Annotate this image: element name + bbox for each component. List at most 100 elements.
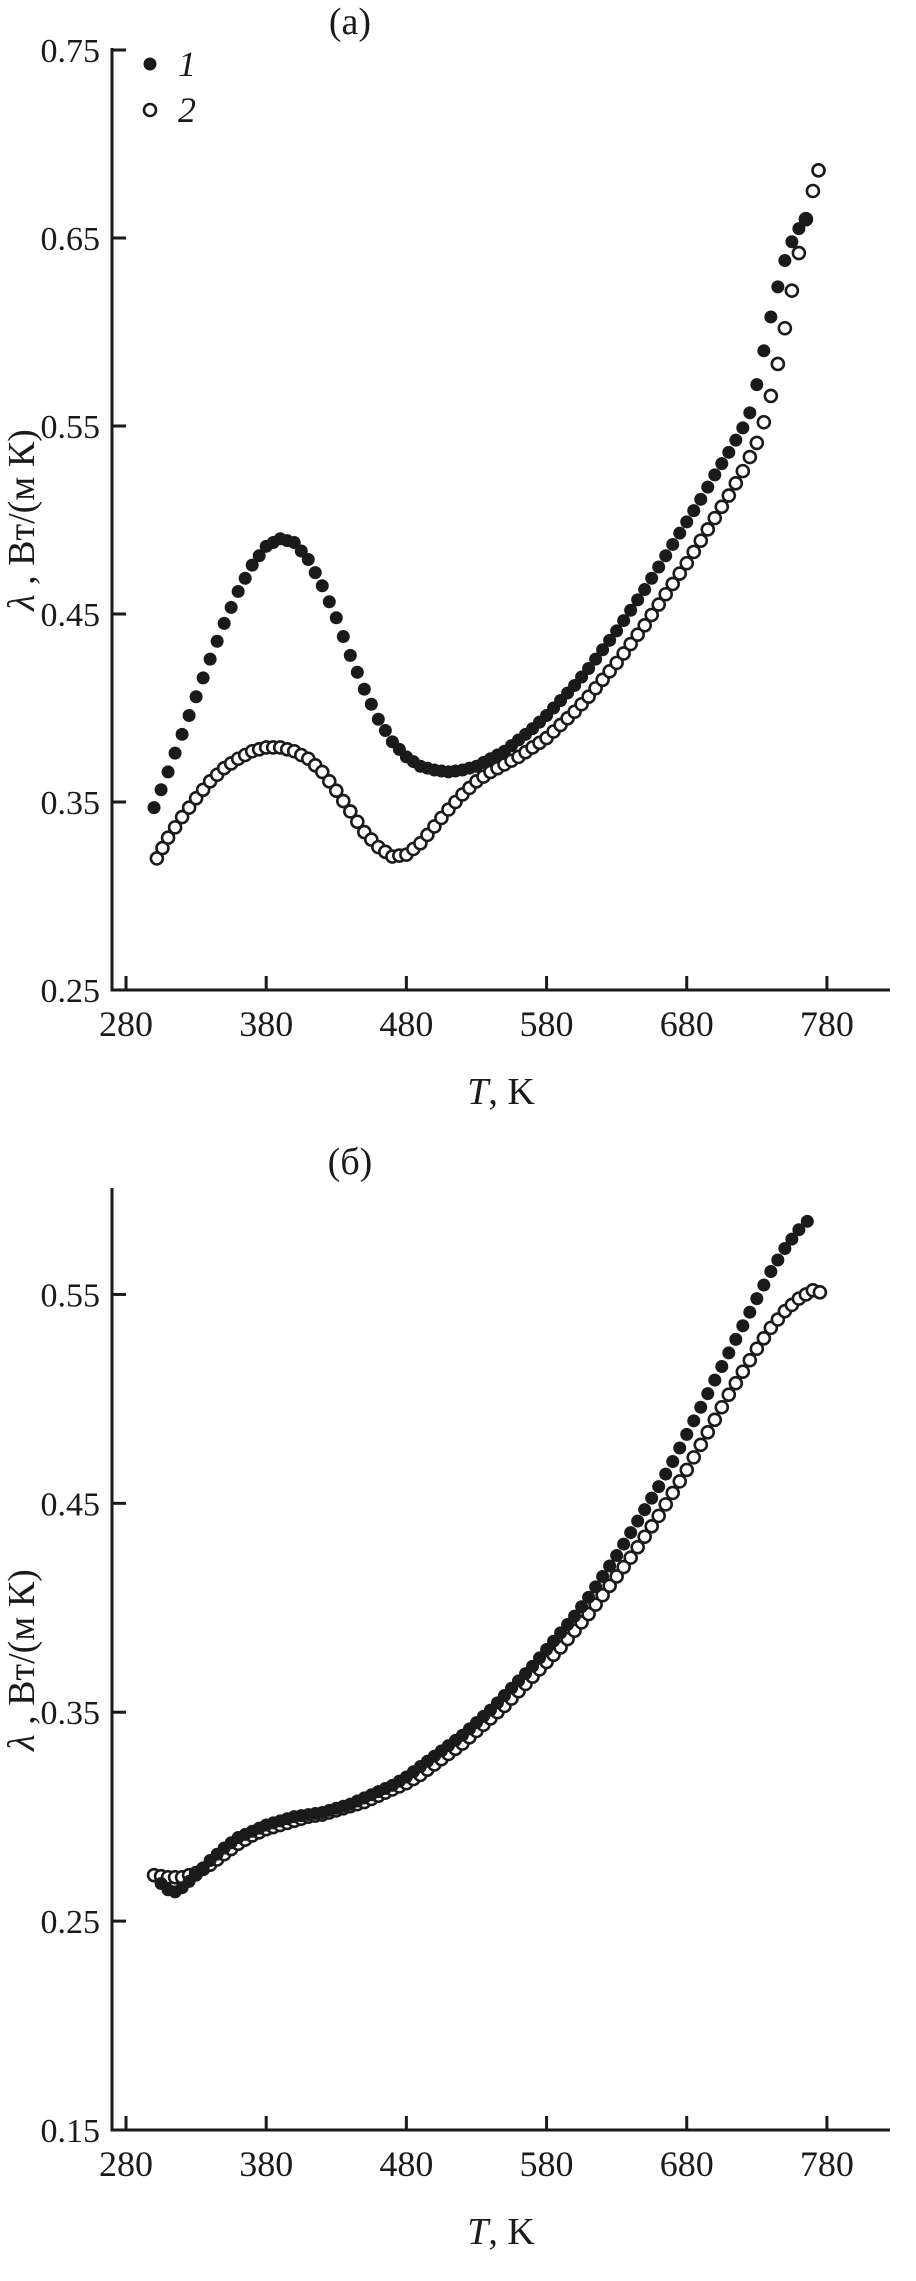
data-point-open xyxy=(700,1425,716,1440)
data-point-filled xyxy=(617,1537,631,1551)
data-point-filled xyxy=(631,593,645,607)
data-point-filled xyxy=(315,579,329,593)
data-point-filled xyxy=(687,1414,701,1428)
data-point-open xyxy=(623,636,638,652)
data-point-open xyxy=(651,597,667,612)
data-point-filled xyxy=(659,1467,673,1481)
data-point-filled xyxy=(666,1455,680,1469)
data-point-filled xyxy=(645,571,659,585)
data-point-filled xyxy=(757,344,771,358)
x-tick-label: 280 xyxy=(99,1004,153,1044)
data-point-filled xyxy=(322,595,336,609)
data-point-open xyxy=(812,1285,828,1300)
x-tick-label: 580 xyxy=(520,1004,574,1044)
data-point-filled xyxy=(575,1600,589,1614)
data-point-open xyxy=(314,764,330,780)
data-point-open xyxy=(637,1529,652,1545)
data-point-filled xyxy=(792,222,806,236)
x-tick-label: 780 xyxy=(800,1004,854,1044)
data-point-open xyxy=(651,1508,667,1524)
data-point-open xyxy=(707,510,723,526)
data-point-open xyxy=(602,1578,617,1594)
data-point-filled xyxy=(582,662,596,676)
data-point-open xyxy=(749,435,765,451)
data-point-filled xyxy=(589,652,603,666)
y-axis-title: λ , Вт/(м К) xyxy=(1,429,43,612)
x-tick-label: 380 xyxy=(239,1004,293,1044)
data-point-filled xyxy=(617,614,631,628)
data-point-open xyxy=(700,522,716,537)
data-point-filled xyxy=(687,504,701,518)
data-point-filled xyxy=(659,549,673,563)
axes xyxy=(110,1188,890,2132)
data-point-filled xyxy=(301,552,315,566)
chart-panel-a: (а) 280 380 480 580 680 780 0.25 0.35 0.45 0.55 0.6… xyxy=(1,1,890,1113)
x-tick-label: 680 xyxy=(660,1004,714,1044)
data-point-filled xyxy=(175,727,189,741)
data-point-open xyxy=(707,1412,723,1428)
data-point-open xyxy=(609,655,624,671)
data-point-open xyxy=(167,820,183,835)
data-point-open xyxy=(665,576,681,592)
data-point-open xyxy=(811,163,826,178)
data-point-open xyxy=(686,1450,702,1465)
data-point-filled xyxy=(589,1580,603,1594)
data-point-filled xyxy=(708,1373,722,1387)
data-point-filled xyxy=(329,611,343,625)
data-point-filled xyxy=(596,1569,610,1583)
data-point-filled xyxy=(799,212,813,226)
data-point-filled xyxy=(224,600,238,614)
axis-lines xyxy=(110,48,890,992)
data-point-filled xyxy=(238,571,252,585)
data-point-filled xyxy=(161,765,175,779)
y-tick-label: 0.65 xyxy=(41,221,101,258)
x-tick-label: 480 xyxy=(379,1004,433,1044)
legend-marker-filled xyxy=(143,57,157,71)
data-point-filled xyxy=(364,697,378,711)
data-point-filled xyxy=(694,492,708,506)
data-point-filled xyxy=(189,690,203,704)
data-point-filled xyxy=(252,549,266,563)
y-tick-label: 0.35 xyxy=(41,785,101,822)
data-point-open xyxy=(679,555,695,571)
data-point-filled xyxy=(357,682,371,696)
data-point-filled xyxy=(785,1232,799,1246)
x-tick-label: 280 xyxy=(99,2144,153,2184)
data-point-open xyxy=(756,1331,772,1346)
y-tick-label: 0.25 xyxy=(41,1904,101,1941)
data-point-filled xyxy=(308,566,322,580)
series-2-points xyxy=(146,1282,828,1885)
x-tick-label: 480 xyxy=(379,2144,433,2184)
data-point-filled xyxy=(568,1609,582,1623)
data-point-filled xyxy=(196,671,210,685)
data-point-open xyxy=(160,830,176,846)
data-point-filled xyxy=(708,468,722,482)
data-point-filled xyxy=(147,801,161,815)
y-tick-label: 0.55 xyxy=(41,1277,101,1314)
data-point-filled xyxy=(582,1590,596,1604)
y-tick-label: 0.25 xyxy=(41,973,101,1010)
y-tick-label: 0.45 xyxy=(41,597,101,634)
data-point-filled xyxy=(694,1400,708,1414)
data-point-open xyxy=(686,544,702,560)
data-point-open xyxy=(658,1497,674,1512)
series-2-points xyxy=(149,163,826,866)
data-point-open xyxy=(181,800,197,815)
data-point-filled xyxy=(673,526,687,540)
data-point-filled xyxy=(624,1526,638,1540)
data-point-open xyxy=(637,617,652,633)
data-point-open xyxy=(350,814,365,830)
data-point-filled xyxy=(729,433,743,447)
data-point-filled xyxy=(680,1427,694,1441)
data-point-open xyxy=(343,804,358,819)
data-point-filled xyxy=(652,1480,666,1494)
data-point-filled xyxy=(673,1441,687,1455)
data-point-filled xyxy=(785,235,799,249)
data-point-open xyxy=(644,607,659,623)
series-1-points xyxy=(154,1214,814,1899)
data-point-open xyxy=(728,1375,744,1391)
data-point-open xyxy=(595,1587,610,1603)
data-point-open xyxy=(735,463,751,479)
data-point-filled xyxy=(603,633,617,647)
